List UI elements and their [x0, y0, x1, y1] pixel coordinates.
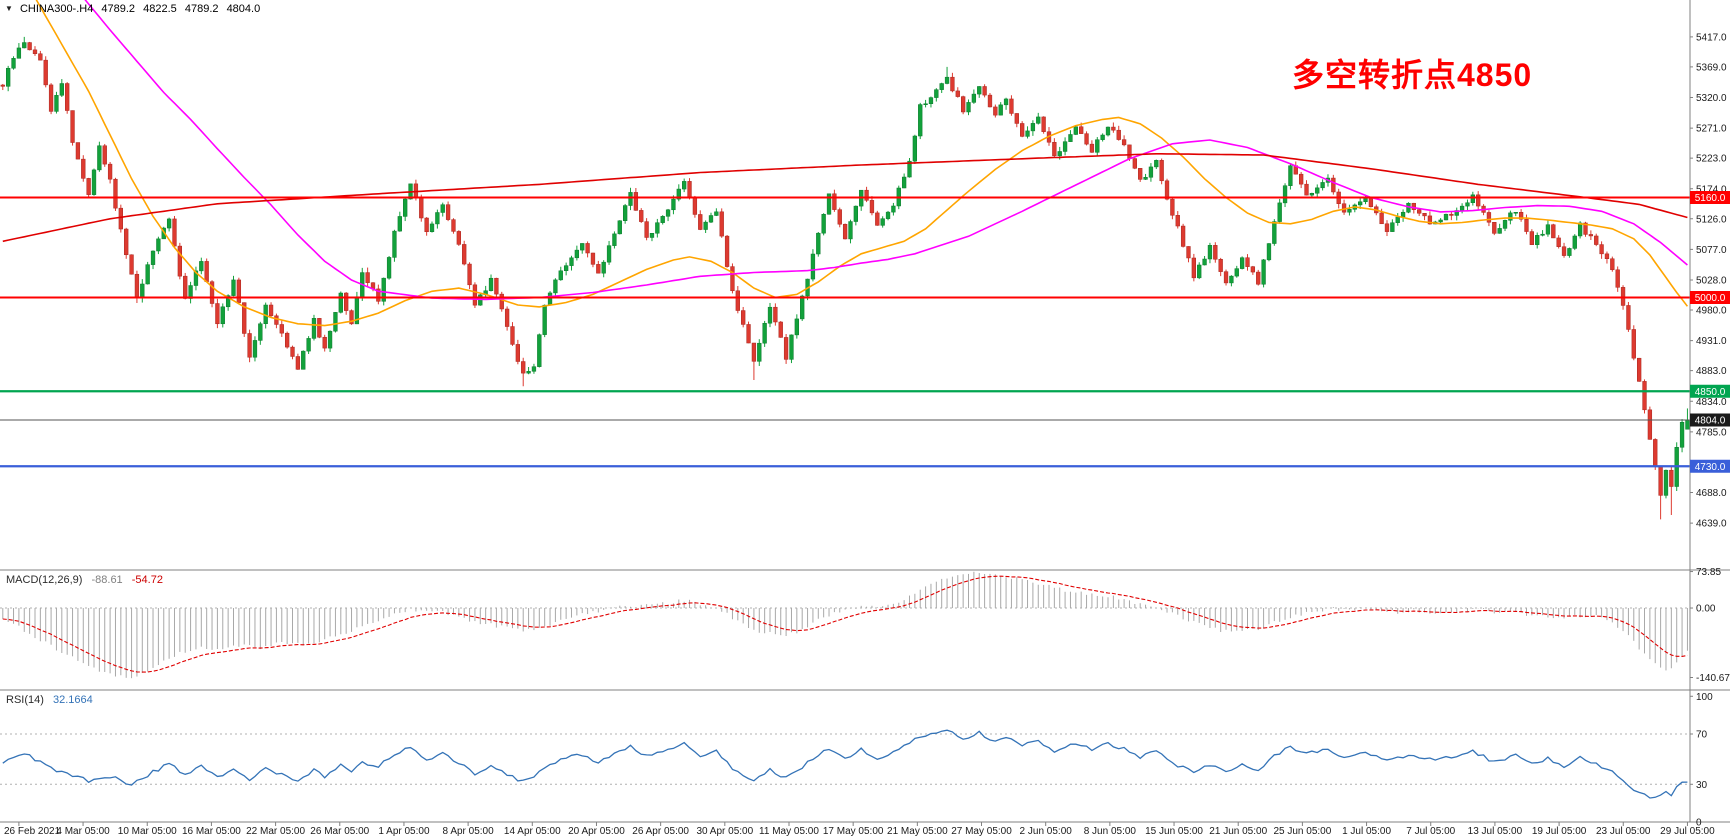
rsi-panel — [0, 729, 1690, 799]
svg-text:5077.0: 5077.0 — [1696, 245, 1727, 256]
svg-text:4785.0: 4785.0 — [1696, 427, 1727, 438]
svg-text:26 Apr 05:00: 26 Apr 05:00 — [632, 826, 689, 837]
candlestick-series — [0, 36, 1690, 520]
svg-text:13 Jul 05:00: 13 Jul 05:00 — [1468, 826, 1523, 837]
svg-text:22 Mar 05:00: 22 Mar 05:00 — [246, 826, 305, 837]
price-tags: 5160.0 5000.0 4850.0 4730.0 4804.0 — [1690, 191, 1730, 473]
svg-text:10 Mar 05:00: 10 Mar 05:00 — [118, 826, 177, 837]
svg-text:2 Jun 05:00: 2 Jun 05:00 — [1020, 826, 1073, 837]
svg-text:100: 100 — [1696, 692, 1713, 703]
svg-text:5369.0: 5369.0 — [1696, 62, 1727, 73]
svg-text:4804.0: 4804.0 — [1695, 416, 1726, 427]
symbol-name: CHINA300-.H4 — [19, 3, 94, 15]
macd-main-value: -88.61 — [91, 574, 123, 586]
svg-text:4 Mar 05:00: 4 Mar 05:00 — [56, 826, 110, 837]
svg-text:26 Mar 05:00: 26 Mar 05:00 — [310, 826, 369, 837]
svg-text:4834.0: 4834.0 — [1696, 397, 1727, 408]
svg-text:5223.0: 5223.0 — [1696, 154, 1727, 165]
svg-text:4850.0: 4850.0 — [1695, 387, 1726, 398]
svg-text:16 Mar 05:00: 16 Mar 05:00 — [182, 826, 241, 837]
svg-text:21 Jun 05:00: 21 Jun 05:00 — [1209, 826, 1267, 837]
svg-text:17 May 05:00: 17 May 05:00 — [823, 826, 884, 837]
svg-text:5028.0: 5028.0 — [1696, 276, 1727, 287]
main-panel — [0, 0, 1690, 520]
support-resistance-lines[interactable] — [0, 196, 1690, 468]
svg-text:4688.0: 4688.0 — [1696, 488, 1727, 499]
svg-text:70: 70 — [1696, 730, 1708, 741]
annotation-text: 多空转折点4850 — [1292, 57, 1533, 93]
svg-text:5271.0: 5271.0 — [1696, 124, 1727, 135]
svg-text:4883.0: 4883.0 — [1696, 366, 1727, 377]
svg-text:5417.0: 5417.0 — [1696, 32, 1727, 43]
quote-high: 4822.5 — [143, 3, 177, 15]
svg-text:73.85: 73.85 — [1696, 567, 1721, 578]
ma-slow-red — [2, 153, 1688, 243]
svg-text:23 Jul 05:00: 23 Jul 05:00 — [1596, 826, 1651, 837]
svg-text:25 Jun 05:00: 25 Jun 05:00 — [1273, 826, 1331, 837]
svg-text:4931.0: 4931.0 — [1696, 336, 1727, 347]
svg-text:8 Apr 05:00: 8 Apr 05:00 — [443, 826, 495, 837]
symbol-dropdown-icon[interactable]: ▼ — [5, 4, 13, 13]
macd-indicator-label: MACD(12,26,9) -88.61 -54.72 — [6, 574, 163, 586]
svg-text:1 Jul 05:00: 1 Jul 05:00 — [1342, 826, 1391, 837]
macd-signal-value: -54.72 — [131, 574, 163, 586]
rsi-indicator-label: RSI(14) 32.1664 — [6, 694, 93, 706]
svg-text:11 May 05:00: 11 May 05:00 — [759, 826, 819, 837]
svg-text:19 Jul 05:00: 19 Jul 05:00 — [1532, 826, 1587, 837]
svg-text:5160.0: 5160.0 — [1695, 193, 1726, 204]
svg-text:20 Apr 05:00: 20 Apr 05:00 — [568, 826, 625, 837]
price-axis: 5417.0 5369.0 5320.0 5271.0 5223.0 5174.0 5126… — [1690, 32, 1730, 829]
svg-text:5320.0: 5320.0 — [1696, 93, 1727, 104]
svg-text:4730.0: 4730.0 — [1695, 462, 1726, 473]
svg-text:8 Jun 05:00: 8 Jun 05:00 — [1084, 826, 1137, 837]
ma-fast-orange — [35, 0, 1689, 327]
quote-low: 4789.2 — [184, 3, 219, 15]
svg-text:29 Jul 05:00: 29 Jul 05:00 — [1660, 826, 1715, 837]
rsi-line — [2, 729, 1688, 799]
rsi-value: 32.1664 — [52, 694, 93, 706]
svg-text:15 Jun 05:00: 15 Jun 05:00 — [1145, 826, 1203, 837]
svg-text:21 May 05:00: 21 May 05:00 — [887, 826, 948, 837]
svg-text:27 May 05:00: 27 May 05:00 — [951, 826, 1012, 837]
svg-text:1 Apr 05:00: 1 Apr 05:00 — [378, 826, 430, 837]
svg-text:30 Apr 05:00: 30 Apr 05:00 — [696, 826, 753, 837]
svg-text:26 Feb 2021: 26 Feb 2021 — [4, 826, 61, 837]
svg-text:14 Apr 05:00: 14 Apr 05:00 — [504, 826, 561, 837]
macd-name: MACD(12,26,9) — [6, 574, 83, 586]
rsi-name: RSI(14) — [6, 694, 44, 706]
svg-text:5174.0: 5174.0 — [1696, 184, 1727, 195]
quote-open: 4789.2 — [101, 3, 136, 15]
svg-text:5126.0: 5126.0 — [1696, 214, 1727, 225]
svg-text:30: 30 — [1696, 780, 1708, 791]
ma-mid-magenta — [84, 0, 1688, 301]
quote-close: 4804.0 — [226, 3, 261, 15]
symbol-quote-bar[interactable]: ▼ CHINA300-.H4 4789.2 4822.5 4789.2 4804… — [5, 3, 265, 15]
svg-text:0.00: 0.00 — [1696, 604, 1716, 615]
svg-text:4980.0: 4980.0 — [1696, 306, 1727, 317]
svg-text:5000.0: 5000.0 — [1695, 293, 1726, 304]
macd-signal-line — [2, 575, 1688, 673]
svg-text:4639.0: 4639.0 — [1696, 519, 1727, 530]
svg-text:0: 0 — [1696, 818, 1702, 829]
svg-text:-140.67: -140.67 — [1696, 673, 1730, 684]
svg-text:7 Jul 05:00: 7 Jul 05:00 — [1406, 826, 1455, 837]
macd-panel — [0, 571, 1690, 679]
